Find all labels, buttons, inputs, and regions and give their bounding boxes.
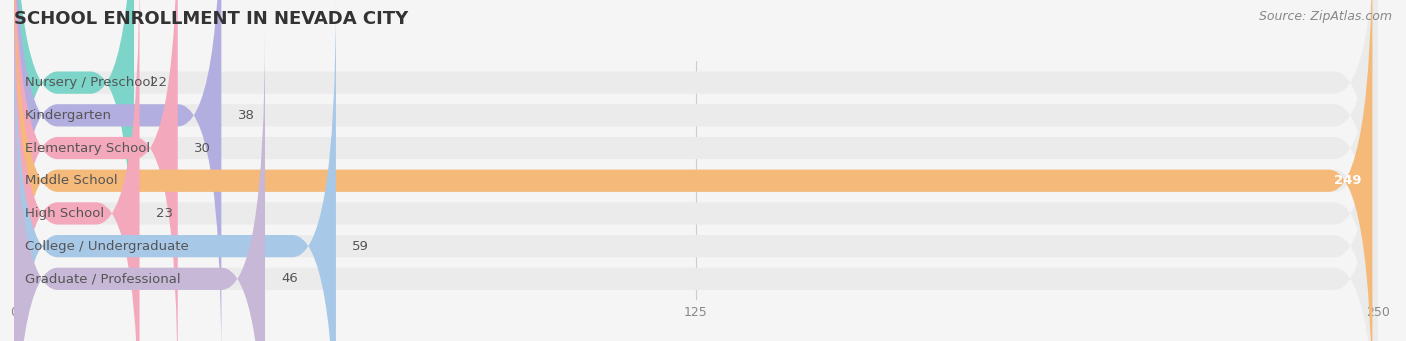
FancyBboxPatch shape [14,0,1372,341]
FancyBboxPatch shape [14,0,1378,341]
FancyBboxPatch shape [14,0,177,341]
FancyBboxPatch shape [14,0,336,341]
Text: 59: 59 [353,240,370,253]
FancyBboxPatch shape [14,28,264,341]
Text: SCHOOL ENROLLMENT IN NEVADA CITY: SCHOOL ENROLLMENT IN NEVADA CITY [14,10,408,28]
FancyBboxPatch shape [14,0,1378,341]
Text: 22: 22 [150,76,167,89]
FancyBboxPatch shape [14,0,1378,341]
FancyBboxPatch shape [14,0,1378,341]
Text: 38: 38 [238,109,254,122]
Text: 46: 46 [281,272,298,285]
FancyBboxPatch shape [14,0,139,341]
Text: 30: 30 [194,142,211,154]
FancyBboxPatch shape [14,0,134,333]
FancyBboxPatch shape [14,0,1378,341]
FancyBboxPatch shape [14,0,221,341]
Text: Middle School: Middle School [25,174,118,187]
Text: Nursery / Preschool: Nursery / Preschool [25,76,155,89]
Text: 23: 23 [156,207,173,220]
Text: High School: High School [25,207,104,220]
Text: College / Undergraduate: College / Undergraduate [25,240,188,253]
Text: 249: 249 [1334,174,1361,187]
Text: Kindergarten: Kindergarten [25,109,112,122]
Text: Elementary School: Elementary School [25,142,150,154]
FancyBboxPatch shape [14,0,1378,333]
Text: Graduate / Professional: Graduate / Professional [25,272,180,285]
FancyBboxPatch shape [14,28,1378,341]
Text: Source: ZipAtlas.com: Source: ZipAtlas.com [1258,10,1392,23]
